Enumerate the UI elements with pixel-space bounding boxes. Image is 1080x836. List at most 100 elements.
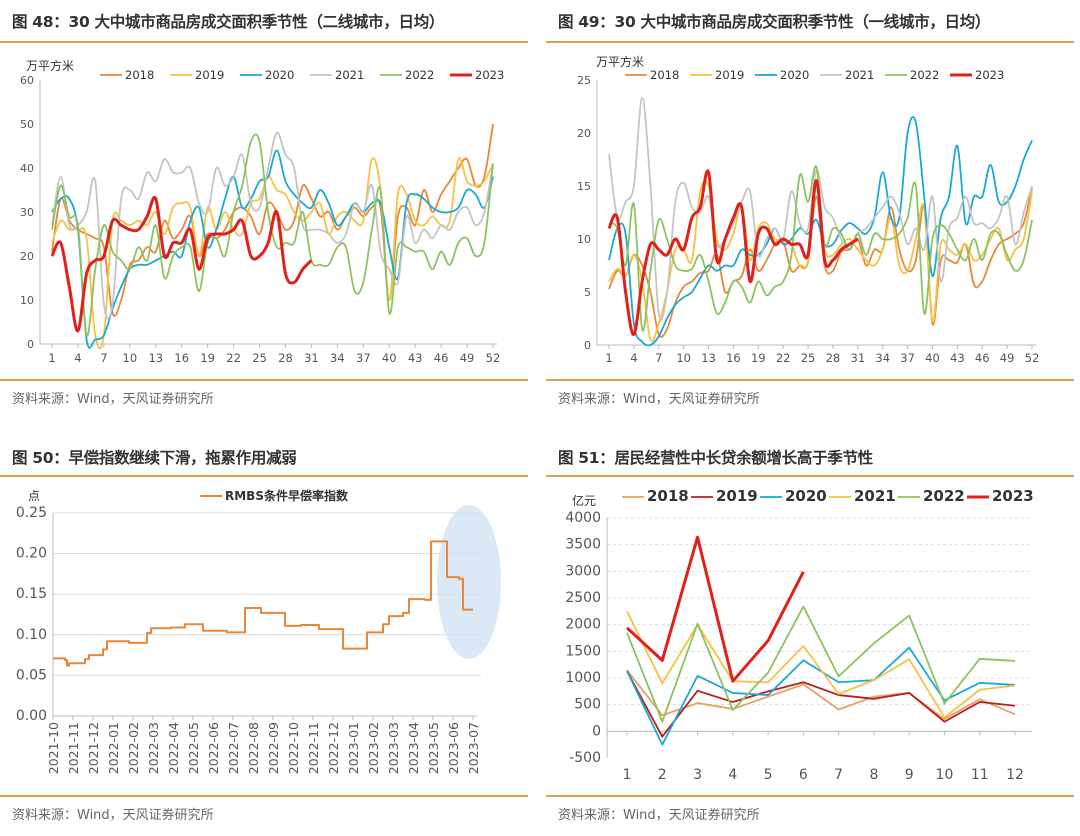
y-tick-label: 25 [577,74,591,87]
legend-label: 2023 [975,68,1004,82]
x-tick-label: 22 [776,351,791,365]
x-tick-label: 4 [74,351,81,365]
x-tick-label: 37 [900,351,915,365]
x-tick-label: 13 [701,351,716,365]
y-tick-label: 0.25 [16,505,47,521]
chart-title: 图 50：早偿指数继续下滑，拖累作用减弱 [12,449,297,467]
chart-title: 图 51：居民经营性中长贷余额增长高于季节性 [558,449,873,467]
x-tick-label: 1 [605,351,612,365]
x-tick-label: 2022-04 [166,722,181,774]
legend-label: 2023 [475,68,504,82]
x-tick-label: 2021-10 [46,722,61,774]
y-tick-label: 2000 [565,617,601,633]
x-tick-label: 22 [226,351,241,365]
y-tick-label: 1500 [565,643,601,659]
x-tick-label: 28 [278,351,293,365]
source-rule [546,379,1074,381]
y-tick-label: 15 [577,180,591,193]
legend-label: 2018 [647,487,689,505]
x-tick-label: 43 [950,351,965,365]
x-tick-label: 2023-07 [466,722,481,774]
x-tick-label: 19 [751,351,766,365]
x-tick-label: 40 [925,351,940,365]
legend-label: 2018 [650,68,679,82]
y-tick-label: 1000 [565,670,601,686]
x-tick-label: 2023-06 [446,722,461,774]
x-tick-label: 2022-09 [266,722,281,774]
panel-fig50: 图 50：早偿指数继续下滑，拖累作用减弱 资料来源：Wind，天风证券研究所 [0,436,540,836]
x-tick-label: 10 [123,351,138,365]
x-tick-label: 34 [875,351,890,365]
source-note: 资料来源：Wind，天风证券研究所 [12,808,214,823]
x-tick-label: 52 [1025,351,1040,365]
x-tick-label: 2023-01 [346,722,361,774]
x-tick-label: 46 [975,351,990,365]
series-line-2019 [51,157,494,350]
x-tick-label: 13 [148,351,163,365]
x-tick-label: 6 [799,767,808,783]
x-tick-label: 2023-02 [366,722,381,774]
legend-label: 2021 [854,487,896,505]
y-tick-label: 50 [20,118,34,131]
title-rule [546,475,1074,477]
x-tick-label: 9 [905,767,914,783]
series-line-2019 [626,670,1016,738]
source-note: 资料来源：Wind，天风证券研究所 [12,392,214,407]
series-line-2021 [626,610,1016,719]
x-tick-label: 37 [356,351,371,365]
chart-title: 图 49：30 大中城市商品房成交面积季节性（一线城市，日均） [558,13,991,31]
x-tick-label: 40 [382,351,397,365]
y-tick-label: 0.10 [16,627,47,643]
series-line-2022 [626,605,1016,723]
y-tick-label: 0.20 [16,546,47,562]
x-tick-label: 4 [728,767,737,783]
x-tick-label: 2021-12 [86,722,101,774]
y-tick-label: 10 [577,233,591,246]
legend-label: 2021 [335,68,364,82]
x-tick-label: 1 [623,767,632,783]
x-tick-label: 2022-02 [126,722,141,774]
panel-fig51: 图 51：居民经营性中长贷余额增长高于季节性 资料来源：Wind，天风证券研究所 [546,436,1080,836]
y-tick-label: 3500 [565,537,601,553]
x-tick-label: 2022-11 [306,722,321,774]
x-tick-label: 16 [174,351,189,365]
series-line-2020 [51,149,494,349]
x-tick-label: 31 [304,351,319,365]
x-tick-label: 2021-11 [66,722,81,774]
y-tick-label: 0 [584,339,591,352]
y-tick-label: 20 [577,127,591,140]
series-line-2021 [51,131,494,320]
chart-title: 图 48：30 大中城市商品房成交面积季节性（二线城市，日均） [12,13,445,31]
x-tick-label: 2022-03 [146,722,161,774]
panel-fig49: 图 49：30 大中城市商品房成交面积季节性（一线城市，日均） 资料来源：Win… [546,0,1080,418]
legend-label: 2018 [125,68,154,82]
highlight-ellipse [437,505,501,659]
x-tick-label: 2022-06 [206,722,221,774]
x-tick-label: 2023-04 [406,722,421,774]
source-note: 资料来源：Wind，天风证券研究所 [558,392,760,407]
y-tick-label: 3000 [565,563,601,579]
legend-label: 2019 [716,487,758,505]
y-axis-unit: 万平方米 [596,54,644,69]
title-rule [0,41,528,43]
source-rule [546,795,1074,797]
legend-label: 2020 [785,487,827,505]
legend-label: RMBS条件早偿率指数 [225,488,349,503]
panel-fig48: 图 48：30 大中城市商品房成交面积季节性（二线城市，日均） 资料来源：Win… [0,0,540,418]
series-line-2023 [50,195,313,333]
source-rule [0,379,528,381]
x-tick-label: 1 [48,351,55,365]
x-tick-label: 19 [200,351,215,365]
y-tick-label: 30 [20,206,34,219]
x-tick-label: 2022-12 [326,722,341,774]
x-tick-label: 7 [834,767,843,783]
y-tick-label: 0 [592,723,601,739]
y-tick-label: 40 [20,162,34,175]
y-tick-label: 500 [574,697,601,713]
y-tick-label: 5 [584,286,591,299]
x-tick-label: 2022-10 [286,722,301,774]
x-tick-label: 10 [676,351,691,365]
x-tick-label: 31 [851,351,866,365]
y-tick-label: 0.05 [16,667,47,683]
